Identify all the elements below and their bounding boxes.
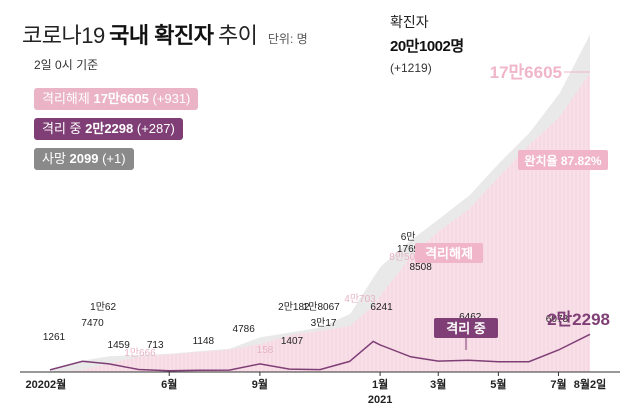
x-tick-label: 2020 [26, 379, 50, 391]
value-annotation: 1261 [43, 332, 66, 343]
x-tick-label: 6월 [161, 377, 177, 391]
faded-released-label: 4만703 [344, 293, 376, 305]
value-annotation: 2만182 [278, 301, 310, 313]
end-released-label: 17만6605 [490, 63, 562, 82]
legend-released-delta: (+931) [152, 91, 191, 106]
x-tick-label: 9월 [252, 377, 268, 391]
x-tick-label: 3월 [430, 377, 446, 391]
value-annotation: 8508 [410, 262, 433, 273]
value-annotation: 1만8067 [303, 301, 340, 313]
total-box: 확진자 20만1002명 (+1219) [390, 12, 464, 75]
title-part1: 코로나19 [22, 23, 105, 48]
faded-released-label: 8만509 [389, 251, 421, 263]
value-annotation: 6078 [546, 314, 569, 325]
value-annotation: 6241 [370, 302, 393, 313]
recovery-rate-label: 완치율 87.82% [524, 153, 601, 168]
faded-released-label: 1만666 [124, 347, 156, 359]
value-annotation: 4786 [233, 324, 256, 335]
legend-isolated-value: 2만2298 [85, 121, 134, 136]
legend-isolated: 격리 중 2만2298 (+287) [34, 118, 183, 140]
legend-isolated-label: 격리 중 [42, 121, 82, 136]
total-delta: (+1219) [390, 61, 432, 75]
title-part3: 추이 [217, 23, 258, 48]
value-annotation: 6462 [459, 312, 482, 323]
legend-deaths-label: 사망 [42, 151, 66, 166]
title-unit: 단위: 명 [267, 32, 308, 46]
x-tick-label: 2021 [368, 394, 392, 406]
total-value: 20만1002명 [390, 38, 464, 55]
chart-title: 코로나19 국내 확진자 추이 단위: 명 [22, 18, 308, 50]
value-annotation: 713 [147, 340, 164, 351]
recovery-rate-box [518, 150, 608, 170]
isolated-inline-box [434, 318, 498, 338]
annotation-layer: 1261 7470 1만62 1459 713 1148 2만182 4786 3만17 1407… [43, 63, 610, 359]
value-annotation: 7470 [81, 318, 104, 329]
total-label: 확진자 [390, 14, 429, 30]
value-annotation: 6만 [401, 231, 416, 243]
legend-released-label: 격리해제 [42, 91, 90, 106]
value-annotation: 1407 [281, 336, 304, 347]
legend-isolated-delta: (+287) [136, 121, 175, 136]
x-tick-label: 1월 [372, 377, 388, 391]
area-layer [49, 31, 592, 373]
subtitle: 2일 0시 기준 [34, 58, 99, 72]
value-annotation: 1148 [193, 336, 215, 347]
released-area [50, 73, 590, 372]
cumulative-line [49, 31, 592, 372]
legend-deaths-value: 2099 [69, 151, 99, 166]
legend-released-value: 17만6605 [93, 91, 149, 106]
x-tick-label: 7월 [550, 377, 566, 391]
released-inline-label: 격리해제 [425, 246, 473, 261]
isolated-line [49, 333, 591, 372]
x-tick-label: 2일 [590, 377, 606, 391]
end-isolated-label: 2만2298 [547, 310, 610, 329]
x-axis: 2020 2월 6월 9월 1월 2021 3월 5월 7월 8월 2일 [20, 371, 620, 406]
title-part2: 국내 확진자 [109, 23, 214, 48]
value-annotation: 1459 [108, 340, 131, 351]
x-tick-label: 8월 [574, 377, 590, 391]
legend-released: 격리해제 17만6605 (+931) [34, 88, 199, 110]
faded-released-label: 158 [257, 345, 274, 356]
legend-deaths: 사망 2099 (+1) [34, 148, 134, 170]
x-tick-label: 5월 [490, 377, 506, 391]
value-annotation: 1만62 [90, 301, 116, 313]
x-tick-label: 2월 [50, 377, 66, 391]
value-annotation: 3만17 [311, 317, 337, 329]
legend-deaths-delta: (+1) [102, 151, 126, 166]
value-annotation: 1769 [397, 244, 420, 255]
released-inline-box [415, 243, 483, 263]
isolated-inline-label: 격리 중 [446, 321, 486, 336]
